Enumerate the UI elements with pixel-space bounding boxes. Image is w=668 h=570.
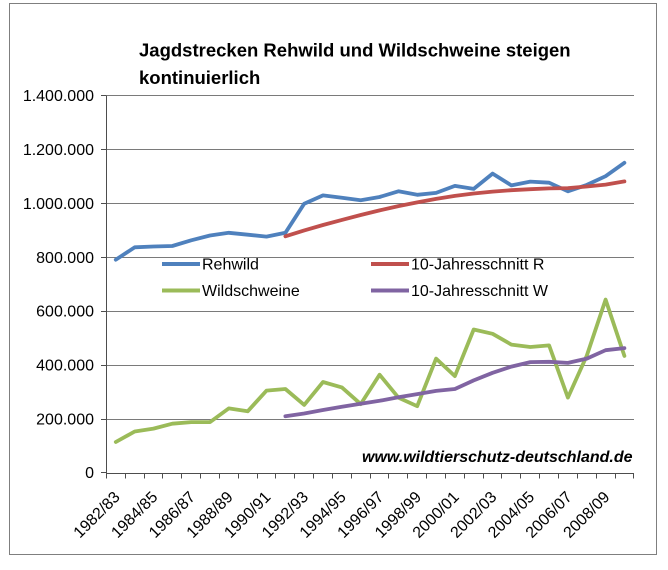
svg-text:10-Jahresschnitt W: 10-Jahresschnitt W <box>411 283 549 300</box>
svg-text:0: 0 <box>85 465 94 482</box>
svg-text:400.000: 400.000 <box>36 357 94 374</box>
svg-text:10-Jahresschnitt R: 10-Jahresschnitt R <box>411 257 544 274</box>
svg-text:www.wildtierschutz-deutschland: www.wildtierschutz-deutschland.de <box>362 449 633 466</box>
svg-text:1.000.000: 1.000.000 <box>23 196 94 213</box>
svg-text:Jagdstrecken Rehwild und Wilds: Jagdstrecken Rehwild und Wildschweine st… <box>139 40 571 61</box>
svg-text:1.200.000: 1.200.000 <box>23 142 94 159</box>
svg-text:kontinuierlich: kontinuierlich <box>139 67 260 88</box>
svg-text:200.000: 200.000 <box>36 411 94 428</box>
svg-text:600.000: 600.000 <box>36 304 94 321</box>
svg-text:1.400.000: 1.400.000 <box>23 88 94 105</box>
svg-text:Rehwild: Rehwild <box>202 257 259 274</box>
svg-text:800.000: 800.000 <box>36 250 94 267</box>
svg-text:Wildschweine: Wildschweine <box>202 283 300 300</box>
